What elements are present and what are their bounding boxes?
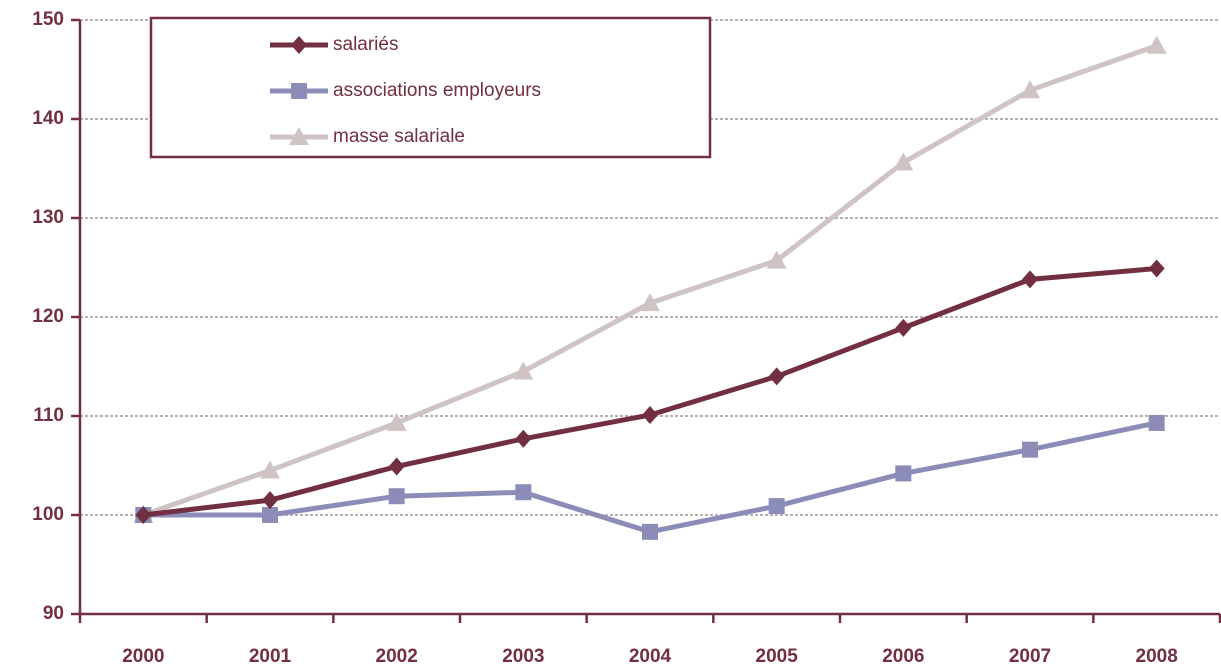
- legend-box: [149, 16, 712, 159]
- marker: [386, 412, 407, 431]
- legend-marker: [289, 127, 309, 145]
- marker: [1020, 80, 1040, 99]
- marker: [766, 250, 787, 269]
- y-tick-label: 100: [32, 504, 64, 525]
- legend-label: salariés: [333, 34, 398, 55]
- x-tick-label: 2002: [376, 646, 418, 667]
- marker: [768, 367, 785, 386]
- x-tick-label: 2003: [502, 646, 544, 667]
- legend-marker: [291, 36, 307, 54]
- y-tick-label: 110: [33, 405, 64, 426]
- legend-marker: [291, 83, 307, 99]
- y-tick-label: 140: [32, 108, 64, 129]
- x-tick-label: 2007: [1009, 646, 1051, 667]
- marker: [515, 429, 532, 448]
- legend-label: masse salariale: [333, 126, 465, 147]
- marker: [1148, 414, 1165, 431]
- marker: [513, 361, 534, 380]
- marker: [893, 152, 914, 171]
- marker: [135, 506, 152, 524]
- y-tick-label: 150: [32, 9, 64, 30]
- marker: [895, 318, 912, 337]
- x-tick-label: 2004: [629, 646, 672, 667]
- legend-label: associations employeurs: [333, 80, 541, 101]
- marker: [260, 460, 280, 479]
- x-tick-label: 2008: [1136, 646, 1178, 667]
- marker: [1022, 441, 1038, 458]
- marker: [642, 523, 658, 540]
- y-tick-label: 130: [32, 207, 64, 228]
- marker: [262, 491, 278, 510]
- marker: [515, 484, 532, 501]
- axes: 90 100 110 120 130 140 150 2000 2001 2002 2003 2004…: [32, 9, 1221, 667]
- marker: [1146, 35, 1167, 54]
- marker: [262, 507, 278, 523]
- x-tick-label: 2006: [882, 646, 924, 667]
- marker: [895, 465, 912, 482]
- marker: [642, 406, 658, 425]
- y-tick-label: 120: [32, 306, 64, 327]
- legend: salariés associations employeurs masse sal…: [149, 16, 712, 159]
- marker: [388, 488, 405, 505]
- marker: [768, 498, 785, 515]
- marker: [388, 457, 405, 476]
- x-tick-label: 2005: [756, 646, 799, 667]
- marker: [1148, 259, 1165, 278]
- y-tick-label: 90: [43, 603, 64, 624]
- marker: [1022, 270, 1038, 289]
- plot: [133, 35, 1167, 540]
- x-tick-label: 2001: [249, 646, 292, 667]
- marker: [640, 293, 660, 312]
- x-tick-label: 2000: [122, 646, 164, 667]
